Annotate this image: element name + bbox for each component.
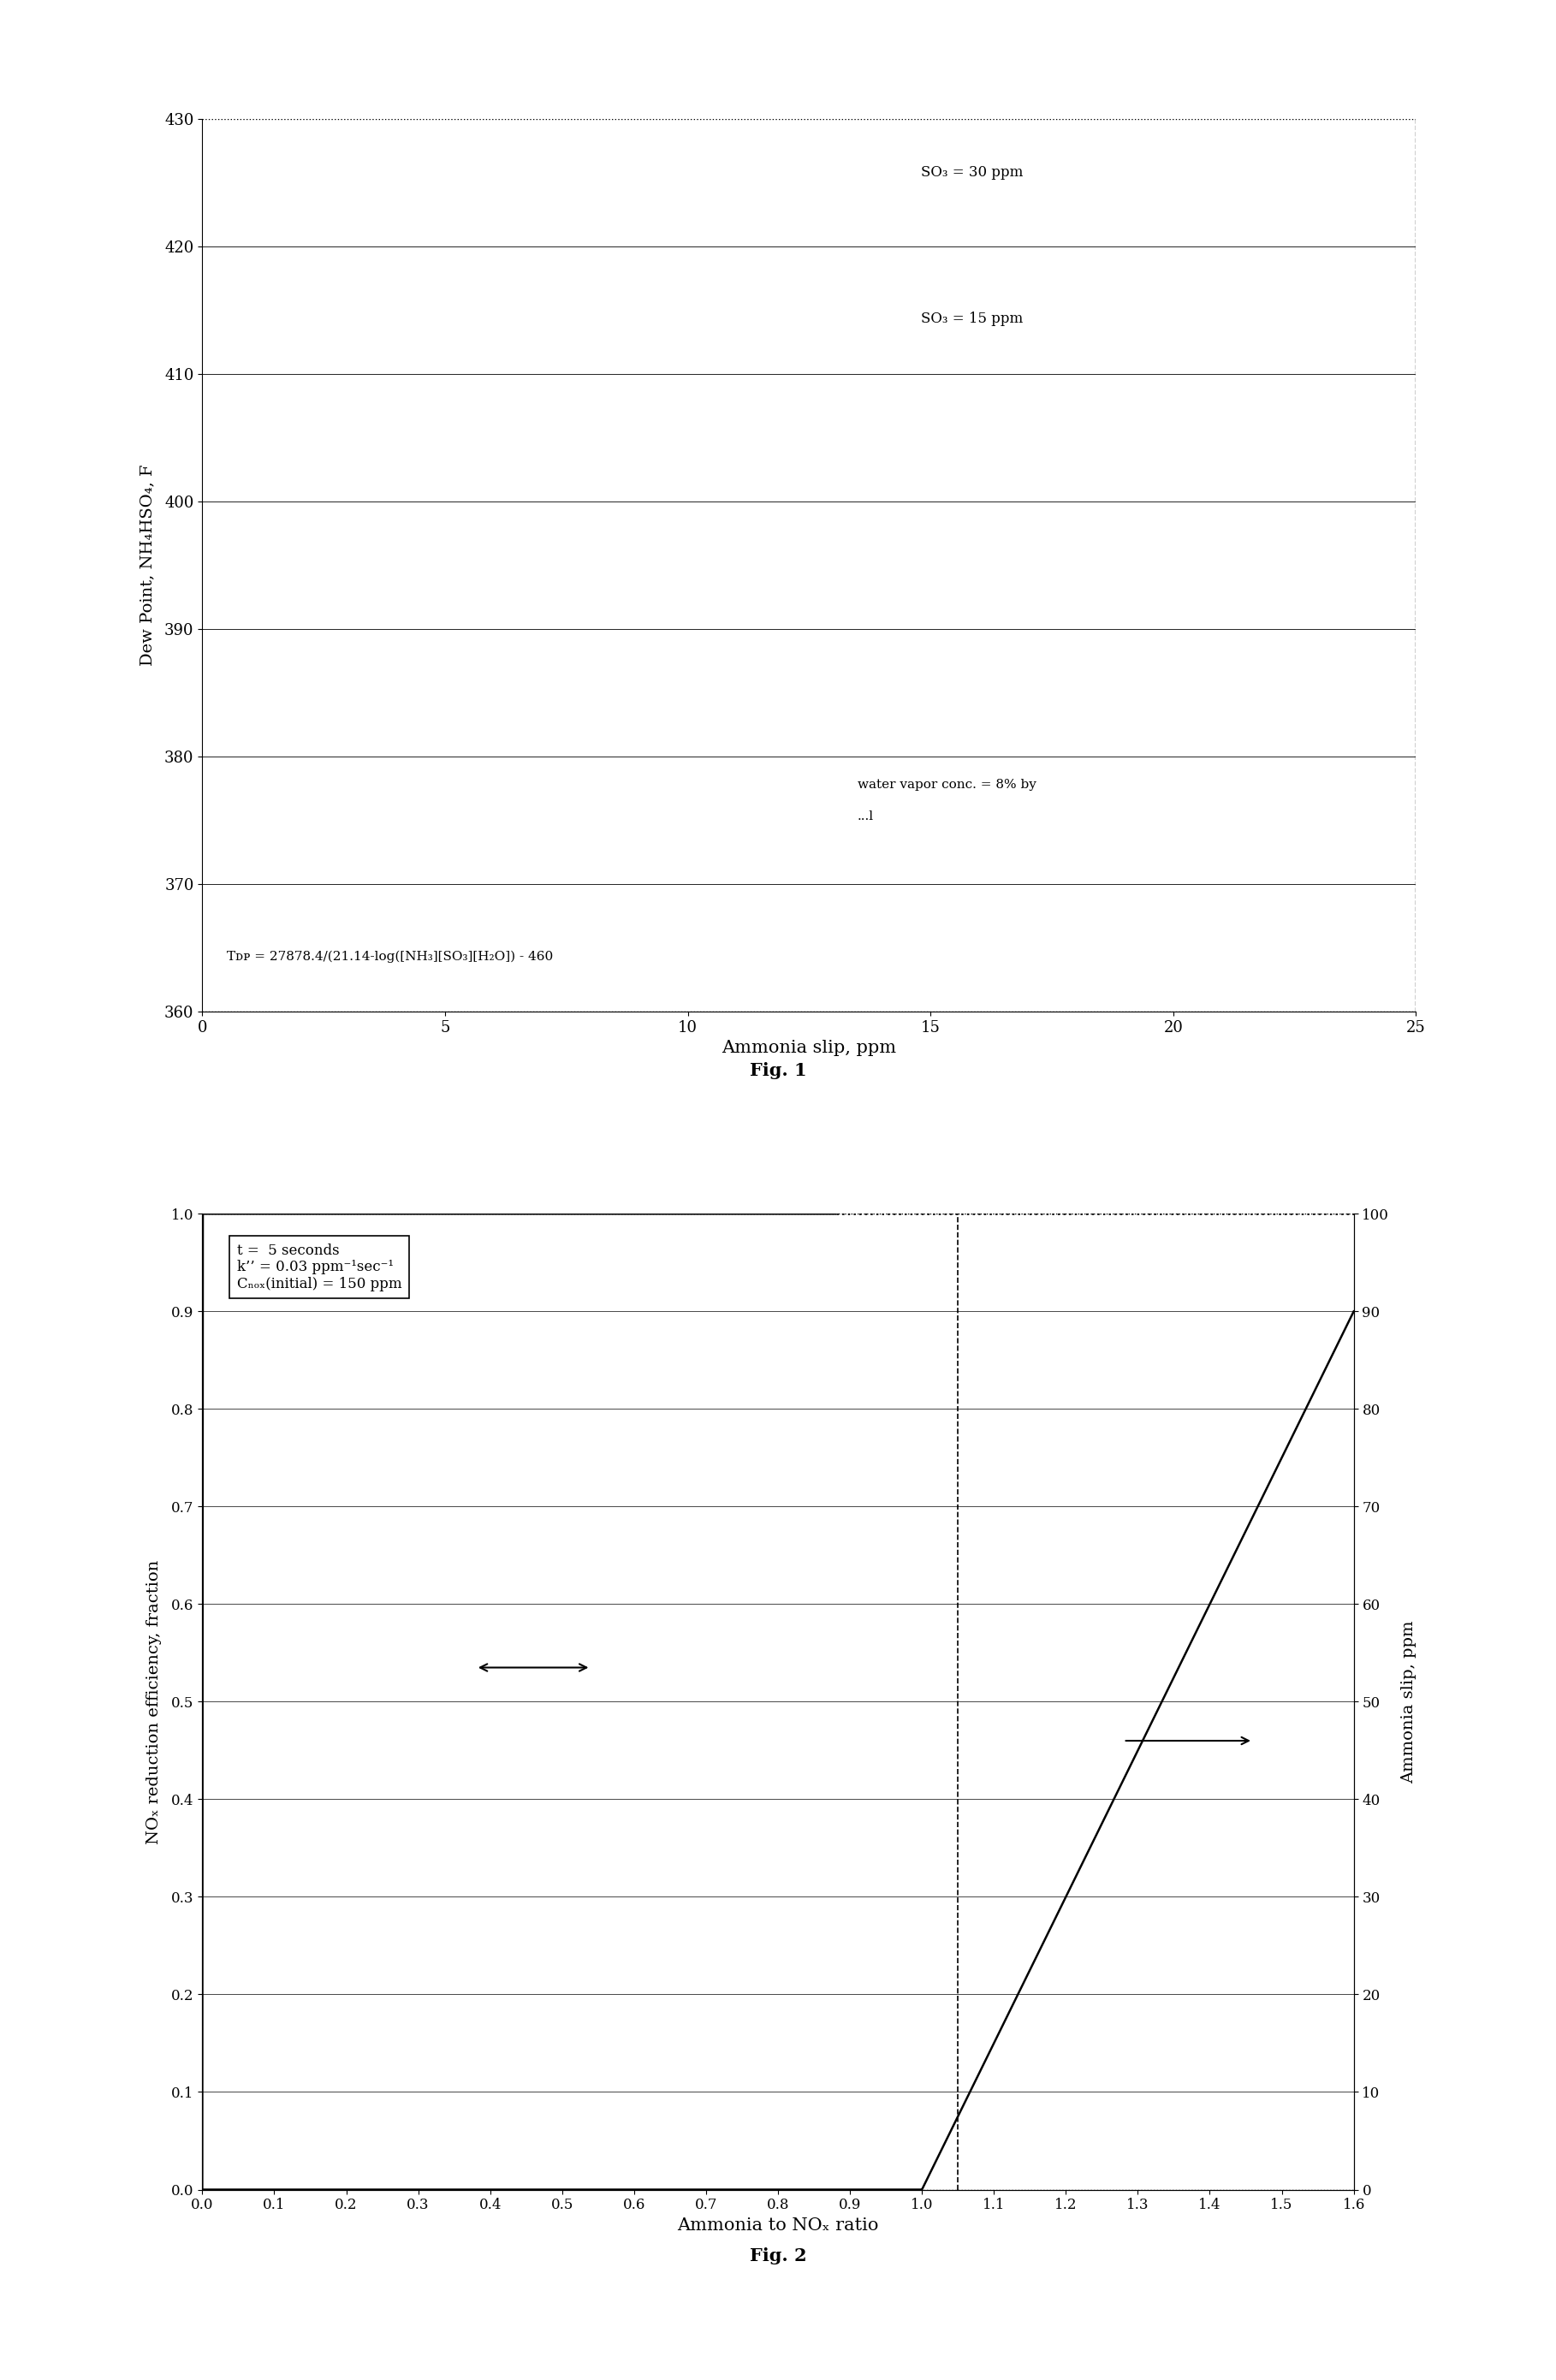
Text: water vapor conc. = 8% by: water vapor conc. = 8% by <box>857 778 1036 790</box>
Text: SO₃ = 30 ppm: SO₃ = 30 ppm <box>921 164 1022 181</box>
X-axis label: Ammonia to NOₓ ratio: Ammonia to NOₓ ratio <box>677 2218 879 2232</box>
Text: ...l: ...l <box>857 812 874 823</box>
X-axis label: Ammonia slip, ppm: Ammonia slip, ppm <box>722 1040 896 1057</box>
Text: t =  5 seconds
k’’ = 0.03 ppm⁻¹sec⁻¹
Cₙₒₓ(initial) = 150 ppm: t = 5 seconds k’’ = 0.03 ppm⁻¹sec⁻¹ Cₙₒₓ… <box>237 1242 401 1292</box>
Text: Fig. 1: Fig. 1 <box>750 1061 806 1078</box>
Text: Fig. 2: Fig. 2 <box>750 2247 806 2263</box>
Y-axis label: Ammonia slip, ppm: Ammonia slip, ppm <box>1402 1621 1416 1783</box>
Text: SO₃ = 15 ppm: SO₃ = 15 ppm <box>921 312 1022 326</box>
Text: Tᴅᴘ = 27878.4/(21.14-log([NH₃][SO₃][H₂O]) - 460: Tᴅᴘ = 27878.4/(21.14-log([NH₃][SO₃][H₂O]… <box>227 950 552 964</box>
Y-axis label: Dew Point, NH₄HSO₄, F: Dew Point, NH₄HSO₄, F <box>140 464 156 666</box>
Y-axis label: NOₓ reduction efficiency, fraction: NOₓ reduction efficiency, fraction <box>146 1559 162 1844</box>
